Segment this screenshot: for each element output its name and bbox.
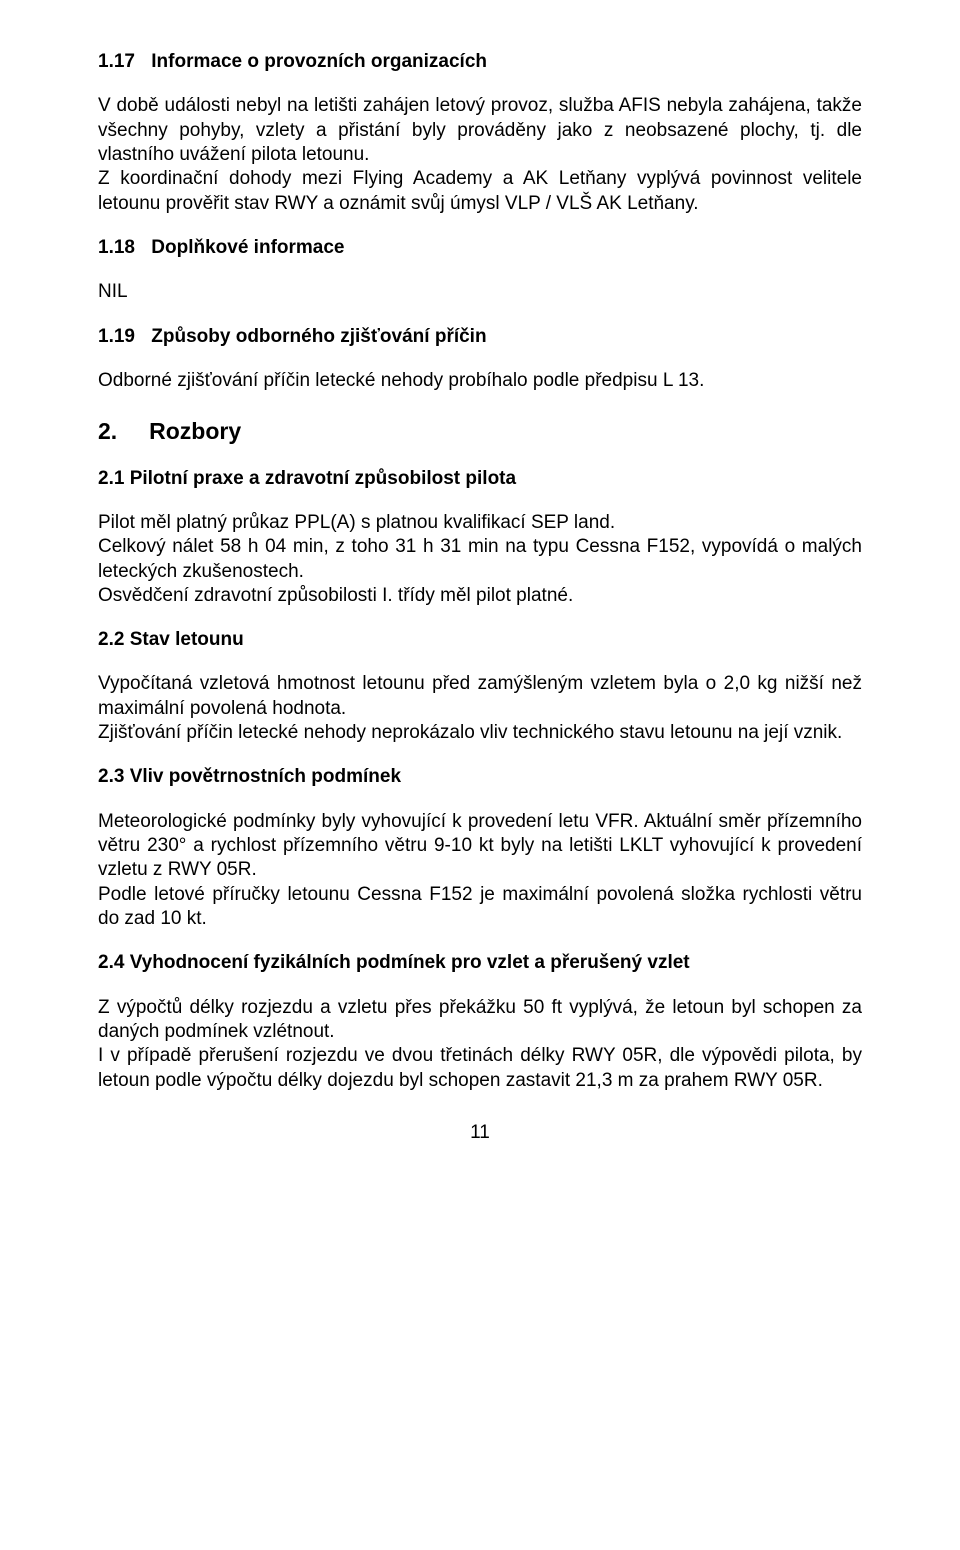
paragraph-text: Z výpočtů délky rozjezdu a vzletu přes p… <box>98 997 862 1042</box>
heading-title: Způsoby odborného zjišťování příčin <box>151 326 486 347</box>
paragraph-text: Vypočítaná vzletová hmotnost letounu pře… <box>98 673 862 718</box>
heading-2: 2. Rozbory <box>98 417 862 446</box>
paragraph-text: Meteorologické podmínky byly vyhovující … <box>98 811 862 881</box>
paragraph: Meteorologické podmínky byly vyhovující … <box>98 810 862 932</box>
paragraph: Odborné zjišťování příčin letecké nehody… <box>98 369 862 393</box>
nil-text: NIL <box>98 280 862 304</box>
heading-number: 1.18 <box>98 236 146 260</box>
paragraph-text: Celkový nálet 58 h 04 min, z toho 31 h 3… <box>98 536 862 581</box>
heading-1-19: 1.19 Způsoby odborného zjišťování příčin <box>98 325 862 349</box>
heading-number: 1.17 <box>98 50 146 74</box>
paragraph-text: Z koordinační dohody mezi Flying Academy… <box>98 168 862 213</box>
paragraph: Z výpočtů délky rozjezdu a vzletu přes p… <box>98 996 862 1093</box>
paragraph-text: Pilot měl platný průkaz PPL(A) s platnou… <box>98 512 615 533</box>
paragraph-text: V době události nebyl na letišti zahájen… <box>98 95 862 165</box>
heading-title: Rozbory <box>149 418 241 444</box>
heading-1-17: 1.17 Informace o provozních organizacích <box>98 50 862 74</box>
paragraph: V době události nebyl na letišti zahájen… <box>98 94 862 216</box>
page-number: 11 <box>98 1121 862 1145</box>
heading-title: Informace o provozních organizacích <box>151 51 487 72</box>
heading-number: 1.19 <box>98 325 146 349</box>
heading-number: 2. <box>98 418 117 444</box>
paragraph-text: Zjišťování příčin letecké nehody neproká… <box>98 722 842 743</box>
paragraph: Pilot měl platný průkaz PPL(A) s platnou… <box>98 511 862 608</box>
document-page: 1.17 Informace o provozních organizacích… <box>0 0 960 1550</box>
paragraph-text: Osvědčení zdravotní způsobilosti I. tříd… <box>98 585 573 606</box>
paragraph: Vypočítaná vzletová hmotnost letounu pře… <box>98 672 862 745</box>
paragraph-text: I v případě přerušení rozjezdu ve dvou t… <box>98 1045 862 1090</box>
heading-1-18: 1.18 Doplňkové informace <box>98 236 862 260</box>
heading-2-2: 2.2 Stav letounu <box>98 628 862 652</box>
heading-2-3: 2.3 Vliv povětrnostních podmínek <box>98 765 862 789</box>
heading-2-1: 2.1 Pilotní praxe a zdravotní způsobilos… <box>98 467 862 491</box>
paragraph-text: Podle letové příručky letounu Cessna F15… <box>98 884 862 929</box>
heading-title: Doplňkové informace <box>151 237 344 258</box>
heading-2-4: 2.4 Vyhodnocení fyzikálních podmínek pro… <box>98 951 862 975</box>
